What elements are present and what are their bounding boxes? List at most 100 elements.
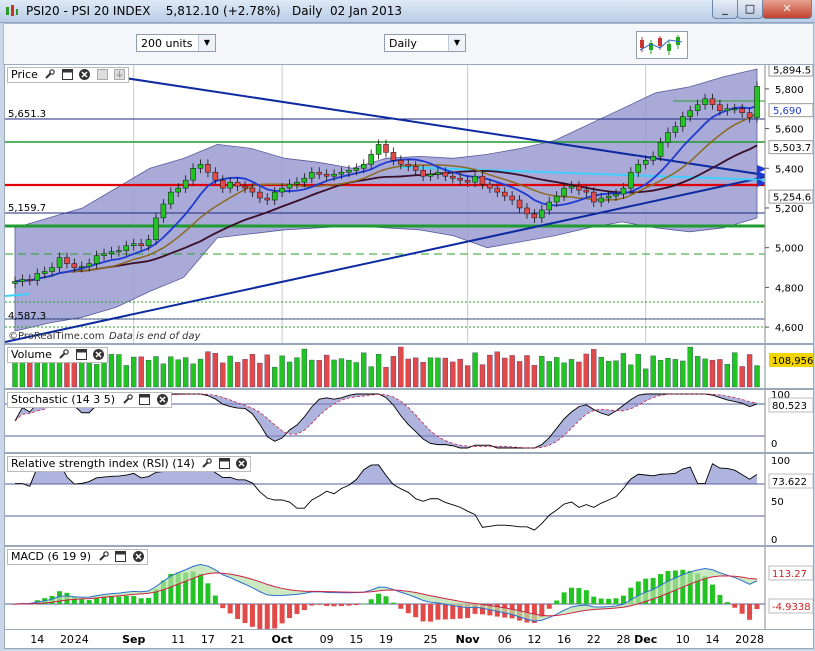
volume-bar: [368, 366, 374, 388]
price-axis-tick: 5,600: [775, 125, 804, 136]
candle: [130, 238, 137, 251]
close-icon[interactable]: [93, 349, 105, 360]
candle: [368, 149, 374, 170]
volume-bar: [309, 359, 315, 388]
volume-bar: [524, 355, 530, 388]
stochastic-value: 80.523: [772, 401, 807, 412]
close-icon[interactable]: [236, 458, 248, 469]
close-icon[interactable]: [156, 394, 168, 405]
volume-bar: [49, 360, 55, 388]
volume-bar: [509, 355, 515, 388]
macd-value: 113.27: [772, 569, 807, 580]
macd-histogram-bar: [747, 604, 753, 620]
volume-bar: [598, 356, 604, 388]
window-icon[interactable]: [139, 394, 151, 405]
volume-bar: [516, 361, 523, 388]
candle: [27, 274, 33, 286]
macd-histogram-bar: [123, 595, 129, 604]
candlestick-chart-icon[interactable]: [636, 31, 688, 59]
volume-bar: [620, 353, 627, 388]
units-select[interactable]: 200 units ▼: [136, 34, 216, 52]
candle: [628, 167, 634, 194]
macd-panel-label[interactable]: MACD (6 19 9): [7, 549, 148, 565]
candle: [702, 93, 708, 110]
candle: [346, 165, 352, 178]
candle: [375, 139, 382, 160]
stochastic-chart: 100 80.523 0: [5, 390, 814, 452]
price-panel-label[interactable]: Price: [7, 67, 130, 83]
chevron-down-icon: ▼: [198, 35, 215, 51]
macd-histogram-bar: [695, 573, 701, 604]
macd-histogram-bar: [709, 584, 715, 604]
candle: [294, 177, 300, 190]
macd-histogram-bar: [405, 604, 411, 614]
volume-bar: [279, 355, 285, 388]
candle: [665, 127, 671, 148]
volume-bar: [168, 356, 174, 388]
copy-icon[interactable]: [96, 69, 108, 80]
rsi-panel-label[interactable]: Relative strength index (RSI) (14): [7, 456, 252, 472]
window-icon[interactable]: [115, 551, 127, 562]
volume-bar: [398, 346, 404, 388]
wrench-icon[interactable]: [58, 349, 70, 360]
period-select[interactable]: Daily ▼: [384, 34, 466, 52]
volume-bar: [457, 358, 463, 388]
macd-histogram-bar: [338, 604, 344, 607]
close-icon[interactable]: [132, 551, 144, 562]
close-icon[interactable]: [79, 69, 91, 80]
volume-bar: [71, 358, 78, 388]
x-axis-label: 16: [557, 633, 571, 646]
x-axis-label: 10: [676, 633, 690, 646]
volume-bar: [86, 359, 92, 388]
maximize-button[interactable]: □: [737, 0, 763, 19]
x-axis-label: 21: [231, 633, 245, 646]
stochastic-panel-label[interactable]: Stochastic (14 3 5): [7, 392, 172, 408]
x-axis-label: 25: [424, 633, 438, 646]
x-axis: 14 20 24 Sep 11 17 21 Oct 09 15 19 25 Nov 06 12 16 22 28 D…: [4, 629, 814, 649]
macd-histogram-bar: [576, 588, 582, 604]
candle: [286, 179, 293, 194]
volume-bar: [576, 361, 582, 388]
candle: [168, 187, 174, 209]
candle: [687, 105, 693, 122]
download-icon[interactable]: [114, 69, 126, 80]
macd-histogram-bar: [606, 598, 612, 604]
volume-bar: [717, 359, 723, 388]
wrench-icon[interactable]: [44, 69, 56, 80]
macd-histogram-bar: [702, 576, 708, 604]
macd-histogram-bar: [108, 596, 114, 604]
volume-bar: [383, 367, 389, 388]
candle: [93, 250, 100, 269]
wrench-icon[interactable]: [98, 551, 109, 562]
macd-fill: [15, 564, 757, 622]
candle: [739, 103, 745, 118]
candle: [182, 175, 189, 194]
volume-bar: [702, 358, 708, 388]
volume-panel: 108,956 Volume: [4, 344, 814, 389]
close-button[interactable]: ✕: [762, 0, 812, 19]
macd-histogram-bar: [620, 595, 626, 604]
candle: [41, 266, 48, 279]
window-icon[interactable]: [218, 458, 230, 469]
volume-panel-label[interactable]: Volume: [7, 347, 109, 363]
x-axis-label: 19: [379, 633, 393, 646]
wrench-icon[interactable]: [201, 458, 213, 469]
macd-histogram-bar: [554, 600, 560, 604]
window-icon[interactable]: [75, 349, 87, 360]
wrench-icon[interactable]: [122, 394, 133, 405]
x-axis-label: 28: [750, 633, 764, 646]
x-axis-label: 20: [735, 633, 749, 646]
volume-bar: [56, 358, 63, 388]
rsi-tick-100: 100: [771, 456, 790, 467]
candle: [390, 147, 397, 166]
volume-bar: [605, 360, 612, 388]
x-axis-label: 11: [171, 633, 185, 646]
macd-histogram-bar: [376, 593, 382, 604]
candle: [620, 183, 627, 200]
macd-histogram-bar: [368, 599, 374, 604]
volume-bar: [249, 354, 256, 388]
volume-bar: [138, 356, 144, 388]
x-axis-label: 14: [30, 633, 44, 646]
window-icon[interactable]: [61, 69, 73, 80]
minimize-button[interactable]: _: [712, 0, 738, 19]
